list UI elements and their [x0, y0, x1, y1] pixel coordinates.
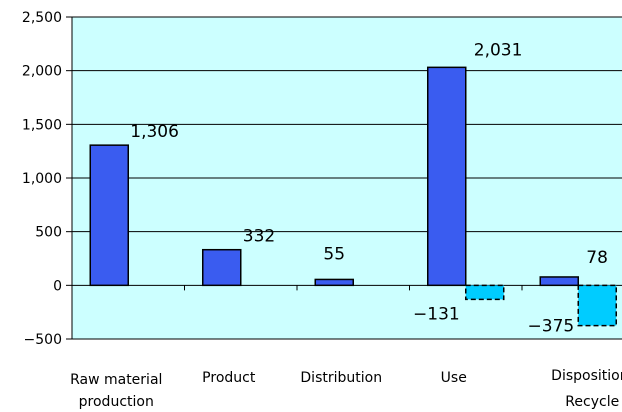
x-tick-label: production: [79, 394, 154, 410]
bar-negative: [465, 284, 505, 301]
x-tick-label: Disposition/: [551, 368, 622, 384]
bar: [202, 248, 242, 287]
data-label: 2,031: [474, 40, 523, 60]
y-tick-label: −500: [24, 332, 62, 348]
bar: [89, 144, 129, 287]
x-tick-label: Recycle: [565, 394, 619, 410]
x-tick-label: Raw material: [70, 372, 162, 388]
y-tick-label: 1,000: [22, 171, 62, 187]
y-axis: 2,500 2,000 1,500 1,000 500 0 −500: [22, 10, 523, 348]
bar: [427, 66, 467, 287]
y-tick-label: 500: [35, 225, 62, 241]
data-label: −131: [413, 304, 460, 324]
bar: [539, 276, 579, 287]
data-label: 1,306: [130, 122, 179, 142]
y-tick-label: 0: [53, 278, 62, 294]
bar: [314, 278, 354, 287]
y-tick-label: 1,500: [22, 117, 62, 133]
x-axis: Raw material production Product Distributio…: [70, 368, 622, 410]
x-tick-label: Distribution: [300, 370, 382, 386]
data-label: −375: [528, 317, 575, 337]
data-label: 78: [586, 248, 608, 268]
data-labels: 1,306 332 55 2,031 78 −131 −375: [130, 40, 608, 336]
y-tick-label: 2,500: [22, 10, 62, 26]
data-label: 55: [323, 244, 345, 264]
y-tick-label: 2,000: [22, 64, 62, 80]
data-label: 332: [243, 227, 275, 247]
x-tick-label: Product: [202, 370, 256, 386]
bar-negative: [577, 284, 617, 327]
x-tick-label: Use: [441, 370, 467, 386]
bars: [89, 66, 617, 327]
